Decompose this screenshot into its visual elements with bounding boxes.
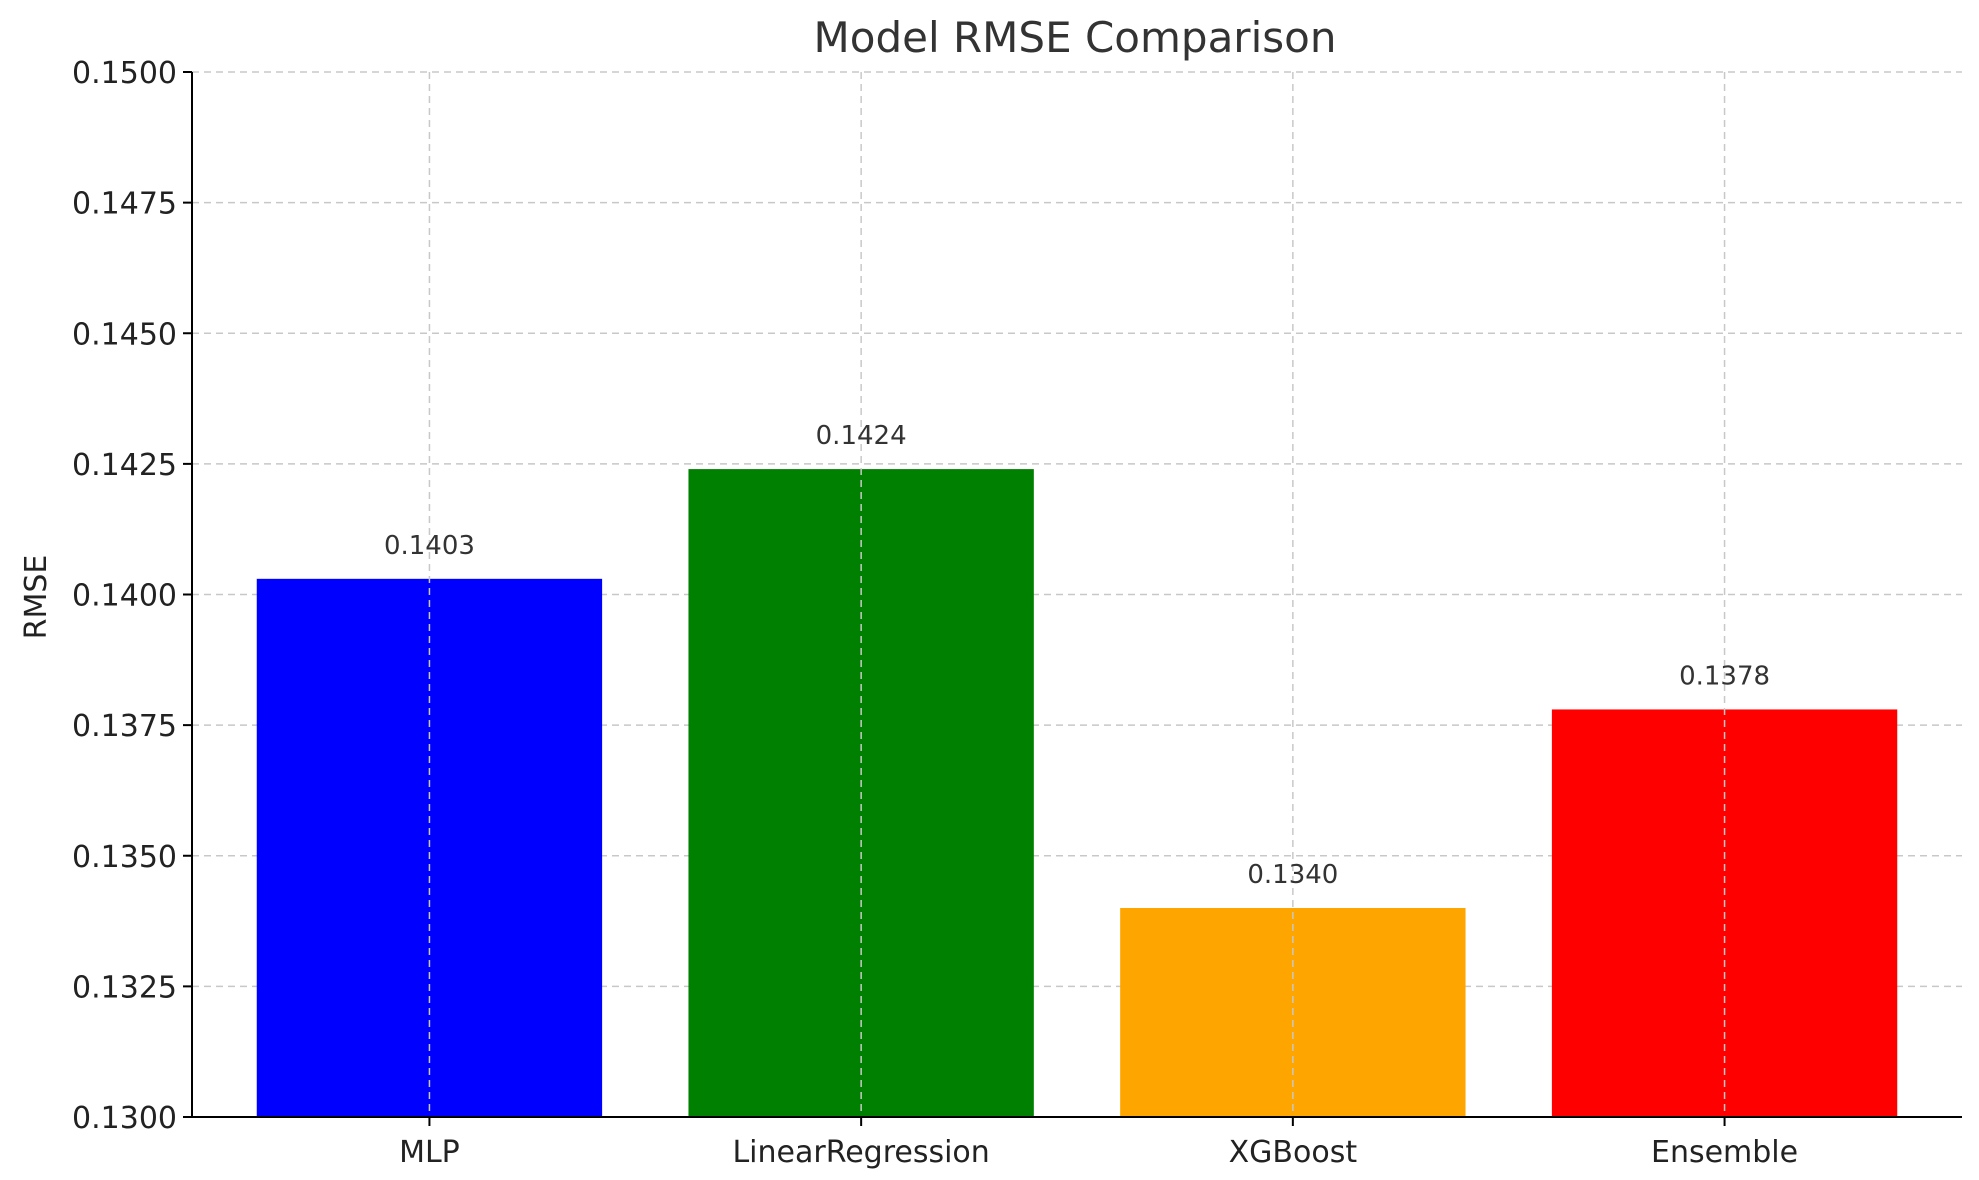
y-tick-label: 0.1500: [72, 56, 177, 91]
y-tick-label: 0.1475: [72, 187, 177, 222]
data-label: 0.1424: [816, 421, 907, 451]
data-label: 0.1378: [1679, 661, 1770, 691]
y-tick-label: 0.1300: [72, 1101, 177, 1136]
data-label: 0.1403: [384, 531, 475, 561]
y-tick-label: 0.1350: [72, 840, 177, 875]
y-axis-label: RMSE: [19, 555, 54, 640]
bar-mlp: [256, 578, 603, 1117]
y-tick-label: 0.1400: [72, 579, 177, 614]
data-label: 0.1340: [1247, 860, 1338, 890]
x-tick-labels: MLP LinearRegression XGBoost Ensemble: [399, 1135, 1798, 1170]
x-tick-label: Ensemble: [1651, 1135, 1798, 1170]
x-tick-label: XGBoost: [1229, 1135, 1358, 1170]
y-tick-label: 0.1375: [72, 709, 177, 744]
data-labels: 0.1403 0.1424 0.1340 0.1378: [384, 421, 1770, 890]
x-tick-label: LinearRegression: [732, 1135, 989, 1170]
axes: [183, 71, 1962, 1126]
y-tick-label: 0.1450: [72, 317, 177, 352]
y-tick-label: 0.1425: [72, 448, 177, 483]
y-tick-label: 0.1325: [72, 970, 177, 1005]
y-tick-labels: 0.1300 0.1325 0.1350 0.1375 0.1400 0.1425 0.14…: [72, 56, 177, 1136]
vertical-grid-lines: [428, 72, 1726, 1117]
x-tick-label: MLP: [399, 1135, 460, 1170]
chart-title: Model RMSE Comparison: [814, 13, 1337, 62]
